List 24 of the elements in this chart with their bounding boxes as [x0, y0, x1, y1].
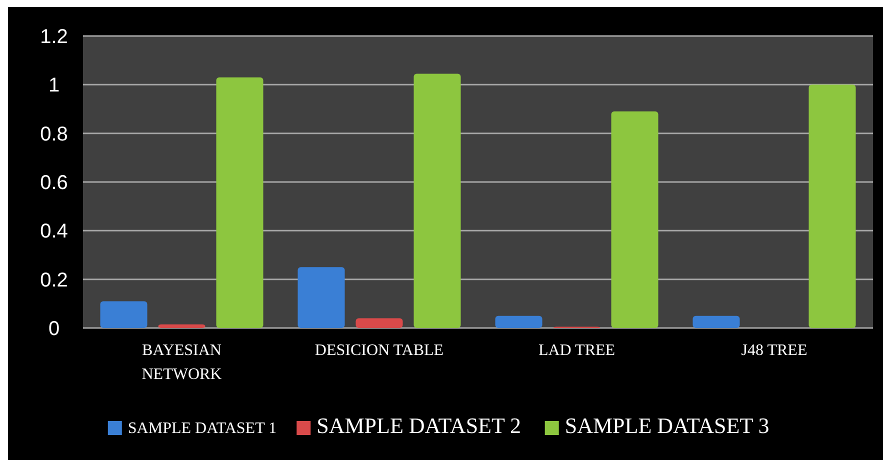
- bar: [158, 324, 206, 328]
- y-tick-label: 0.6: [40, 172, 68, 194]
- x-tick-label: DESICION TABLE: [314, 342, 444, 359]
- bar: [298, 267, 345, 328]
- x-tick-label: LAD TREE: [538, 342, 616, 359]
- bar: [495, 316, 542, 328]
- bar: [692, 316, 740, 328]
- y-tick-label: 1: [48, 74, 60, 97]
- legend-label: SAMPLE DATASET 2: [316, 413, 522, 438]
- y-tick-label: 0.4: [40, 220, 68, 243]
- y-tick-label: 1.2: [40, 26, 68, 48]
- bar: [100, 301, 148, 328]
- y-tick-label: 0: [48, 318, 60, 340]
- y-tick-label: 0.8: [40, 123, 68, 146]
- bar: [414, 74, 461, 328]
- y-tick-label: 0.2: [40, 269, 68, 292]
- bar: [611, 111, 658, 328]
- x-tick-label: J48 TREE: [741, 342, 808, 359]
- bar: [216, 77, 264, 328]
- bar: [356, 318, 403, 328]
- x-tick-label: BAYESIAN NETWORK: [142, 342, 222, 383]
- bar: [808, 84, 856, 328]
- legend-label: SAMPLE DATASET 3: [564, 413, 770, 438]
- legend-label: SAMPLE DATASET 1: [128, 420, 277, 437]
